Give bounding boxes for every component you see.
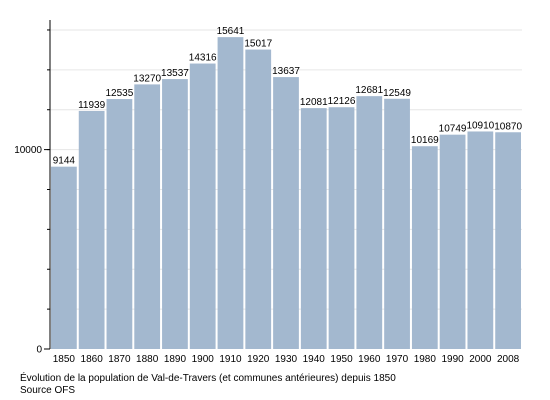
bar-1920 bbox=[245, 49, 272, 349]
data-label-1870: 12535 bbox=[106, 88, 134, 99]
x-tick-1950: 1950 bbox=[330, 354, 353, 365]
data-label-1880: 13270 bbox=[133, 73, 161, 84]
data-label-1940: 12081 bbox=[300, 97, 328, 108]
x-tick-1920: 1920 bbox=[247, 354, 270, 365]
bars-group bbox=[51, 37, 521, 350]
bar-1970 bbox=[384, 98, 410, 349]
x-tick-1930: 1930 bbox=[275, 354, 298, 365]
x-tick-1880: 1880 bbox=[136, 354, 159, 365]
x-tick-1900: 1900 bbox=[192, 354, 215, 365]
data-label-1980: 10169 bbox=[411, 135, 439, 146]
x-tick-1940: 1940 bbox=[303, 354, 326, 365]
x-tick-1970: 1970 bbox=[386, 354, 409, 365]
data-label-1850: 9144 bbox=[53, 156, 76, 167]
x-tick-1960: 1960 bbox=[358, 354, 381, 365]
bar-1930 bbox=[273, 77, 299, 349]
bar-1910 bbox=[217, 37, 244, 350]
x-tick-1870: 1870 bbox=[108, 354, 131, 365]
data-label-1910: 15641 bbox=[217, 26, 245, 37]
bar-1960 bbox=[356, 96, 383, 349]
data-label-1960: 12681 bbox=[355, 85, 383, 96]
bar-1890 bbox=[162, 79, 188, 350]
data-label-1970: 12549 bbox=[383, 88, 411, 99]
bar-1900 bbox=[189, 63, 216, 349]
bar-1980 bbox=[411, 146, 438, 349]
y-tick-label-0: 0 bbox=[36, 345, 42, 356]
source-note: Source OFS bbox=[20, 385, 76, 396]
bar-2000 bbox=[467, 131, 494, 349]
data-label-2000: 10910 bbox=[466, 120, 494, 131]
x-tick-1850: 1850 bbox=[53, 354, 76, 365]
y-axis: 0 10000 bbox=[14, 20, 51, 356]
x-tick-1980: 1980 bbox=[414, 354, 437, 365]
x-tick-1860: 1860 bbox=[81, 354, 104, 365]
bar-1940 bbox=[300, 108, 327, 349]
bar-1950 bbox=[328, 107, 355, 350]
y-tick-label-10000: 10000 bbox=[14, 145, 42, 156]
bar-1990 bbox=[439, 134, 466, 349]
bar-1880 bbox=[134, 84, 161, 350]
data-label-2008: 10870 bbox=[494, 121, 522, 132]
data-label-1930: 13637 bbox=[272, 66, 300, 77]
chart-caption: Évolution de la population de Val-de-Tra… bbox=[20, 373, 396, 384]
data-label-1950: 12126 bbox=[328, 96, 356, 107]
data-label-1920: 15017 bbox=[244, 39, 272, 50]
data-label-1890: 13537 bbox=[161, 68, 189, 79]
x-tick-labels-group: 1850 1860 1870 1880 1890 1900 1910 1920 1930 1940… bbox=[53, 354, 520, 365]
data-label-1990: 10749 bbox=[439, 124, 467, 135]
x-tick-1990: 1990 bbox=[441, 354, 464, 365]
data-label-1900: 14316 bbox=[189, 53, 217, 64]
x-tick-2000: 2000 bbox=[469, 354, 492, 365]
x-tick-1890: 1890 bbox=[164, 354, 187, 365]
bar-1870 bbox=[106, 99, 133, 350]
data-label-1860: 11939 bbox=[78, 100, 106, 111]
x-tick-1910: 1910 bbox=[219, 354, 242, 365]
bar-1850 bbox=[51, 166, 77, 349]
x-tick-2008: 2008 bbox=[497, 354, 520, 365]
bar-1860 bbox=[78, 110, 105, 349]
bar-2008 bbox=[495, 132, 521, 349]
